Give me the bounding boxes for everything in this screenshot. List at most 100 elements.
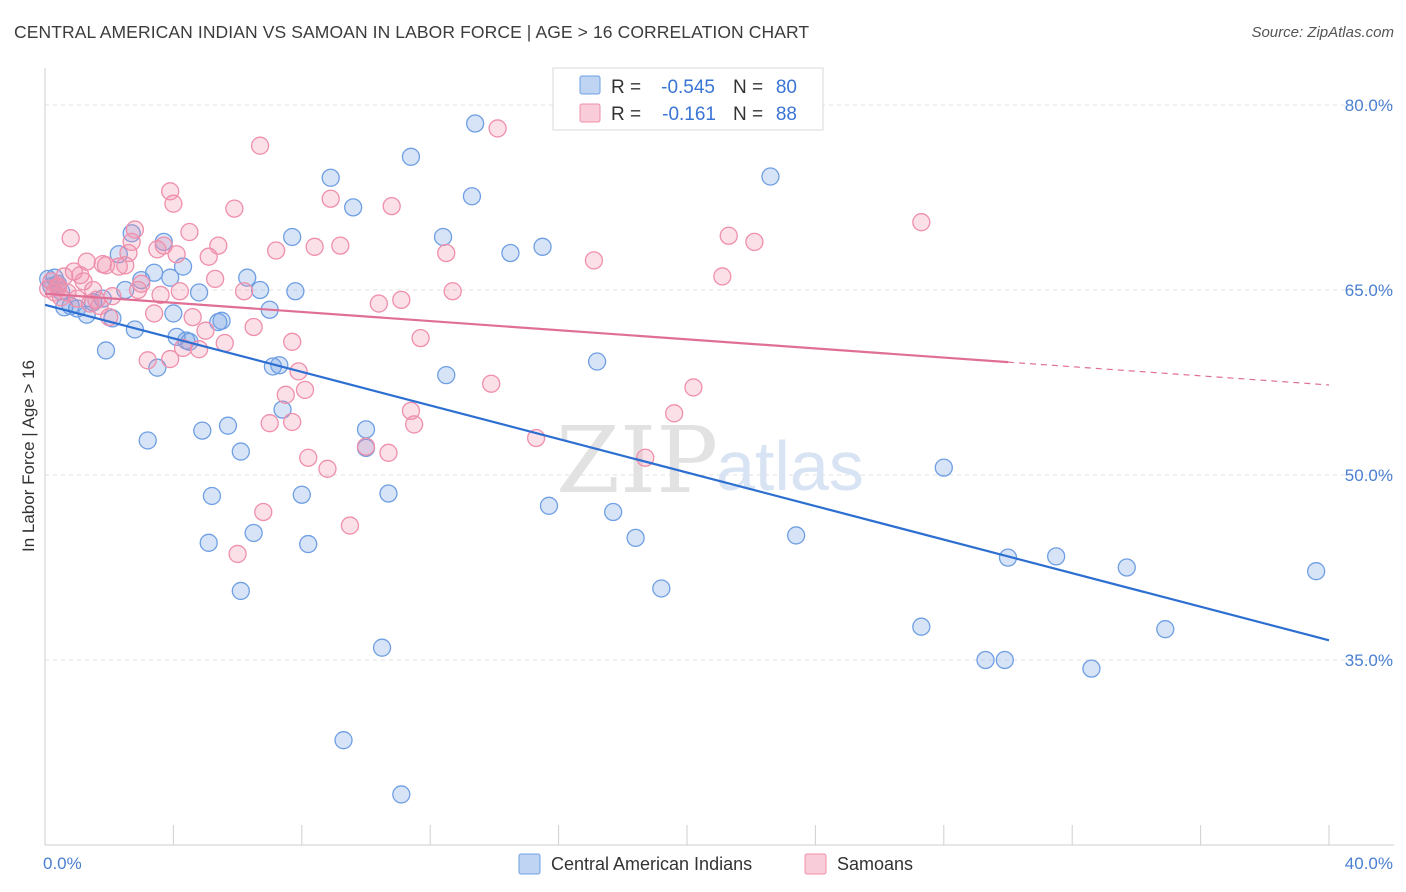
data-point bbox=[719, 226, 738, 245]
data-point bbox=[533, 237, 552, 256]
data-point bbox=[356, 437, 376, 456]
data-point bbox=[934, 458, 953, 477]
data-point bbox=[148, 358, 167, 377]
data-point bbox=[276, 385, 295, 404]
data-point bbox=[71, 266, 90, 285]
trend-line bbox=[44, 303, 1330, 642]
data-point bbox=[250, 136, 270, 155]
chart-title: CENTRAL AMERICAN INDIAN VS SAMOAN IN LAB… bbox=[14, 22, 810, 42]
stat-r-value: -0.545 bbox=[661, 77, 715, 98]
legend-label-samoans[interactable]: Samoans bbox=[837, 854, 913, 874]
data-point bbox=[379, 484, 398, 503]
data-point bbox=[501, 243, 520, 263]
data-point bbox=[652, 579, 671, 598]
legend-swatch-blue[interactable] bbox=[518, 853, 541, 875]
data-point bbox=[584, 251, 604, 270]
data-point bbox=[212, 311, 231, 330]
x-tick-marks bbox=[44, 825, 1330, 845]
data-point bbox=[356, 420, 376, 439]
data-point bbox=[170, 282, 189, 301]
data-point bbox=[392, 290, 411, 310]
source-credit: Source: ZipAtlas.com bbox=[1251, 24, 1394, 41]
stat-n-label: N = bbox=[733, 104, 763, 125]
data-point bbox=[462, 187, 482, 206]
data-point bbox=[266, 241, 286, 260]
data-point bbox=[205, 269, 225, 289]
data-point bbox=[228, 544, 247, 564]
data-point bbox=[215, 333, 234, 353]
stat-swatch-pink bbox=[579, 103, 601, 123]
data-point bbox=[244, 523, 263, 543]
watermark-atlas: atlas bbox=[716, 427, 864, 505]
x-tick-label-max: 40.0% bbox=[1345, 854, 1393, 873]
y-axis-title: In Labor Force | Age > 16 bbox=[19, 360, 38, 552]
legend-label-central-american-indians[interactable]: Central American Indians bbox=[551, 854, 752, 874]
stat-r-label: R = bbox=[611, 104, 641, 125]
data-point bbox=[401, 401, 421, 421]
data-point bbox=[318, 459, 337, 478]
data-point bbox=[604, 502, 623, 522]
data-point bbox=[144, 304, 164, 323]
data-point bbox=[587, 352, 607, 371]
data-point bbox=[539, 496, 559, 515]
stat-r-value: -0.161 bbox=[662, 104, 716, 125]
data-point bbox=[912, 213, 931, 232]
data-point bbox=[369, 294, 388, 313]
y-tick-label: 80.0% bbox=[1345, 96, 1393, 115]
data-point bbox=[626, 528, 645, 548]
data-point bbox=[305, 237, 324, 256]
grid-lines bbox=[45, 104, 1394, 661]
data-point bbox=[299, 448, 318, 467]
trend-line-solid bbox=[44, 292, 1009, 364]
data-point bbox=[411, 328, 430, 348]
data-point bbox=[382, 196, 401, 216]
data-point bbox=[295, 380, 315, 400]
stat-n-label: N = bbox=[733, 77, 763, 98]
trend-lines bbox=[44, 292, 1330, 642]
data-point bbox=[482, 374, 501, 393]
data-point bbox=[84, 280, 103, 300]
data-point bbox=[132, 274, 151, 293]
data-point bbox=[1117, 558, 1136, 577]
data-point bbox=[231, 442, 250, 461]
data-point bbox=[218, 416, 238, 435]
data-point bbox=[372, 638, 392, 657]
data-point bbox=[238, 268, 257, 287]
data-point bbox=[299, 534, 318, 554]
data-point bbox=[283, 412, 302, 432]
data-point bbox=[786, 526, 806, 545]
data-point bbox=[761, 167, 780, 186]
data-point bbox=[189, 283, 209, 302]
trend-line-dashed bbox=[1007, 361, 1330, 386]
data-point bbox=[745, 232, 764, 252]
data-point bbox=[180, 222, 199, 242]
x-tick-label-min: 0.0% bbox=[43, 854, 82, 873]
data-point bbox=[334, 731, 353, 750]
data-point bbox=[161, 268, 180, 287]
data-point bbox=[199, 533, 218, 552]
data-point bbox=[61, 229, 80, 248]
data-point bbox=[665, 404, 684, 423]
data-point bbox=[976, 650, 995, 670]
stat-r-label: R = bbox=[611, 77, 641, 98]
data-point bbox=[193, 421, 212, 440]
data-point bbox=[58, 283, 77, 302]
data-point bbox=[234, 282, 254, 301]
data-point bbox=[292, 485, 311, 504]
data-point bbox=[321, 168, 340, 187]
data-point bbox=[1307, 562, 1326, 581]
legend-swatch-pink[interactable] bbox=[804, 853, 827, 875]
stat-n-value: 88 bbox=[776, 104, 797, 125]
data-point bbox=[1047, 547, 1066, 566]
data-point bbox=[340, 516, 360, 535]
data-point bbox=[283, 332, 302, 351]
data-point bbox=[404, 415, 424, 434]
data-point bbox=[379, 443, 398, 462]
data-point bbox=[167, 245, 186, 264]
data-point bbox=[125, 220, 145, 239]
data-point bbox=[96, 341, 116, 360]
data-point bbox=[465, 114, 485, 133]
stats-box: R = -0.545 N = 80 R = -0.161 N = 88 bbox=[552, 67, 824, 131]
data-point bbox=[225, 199, 244, 218]
